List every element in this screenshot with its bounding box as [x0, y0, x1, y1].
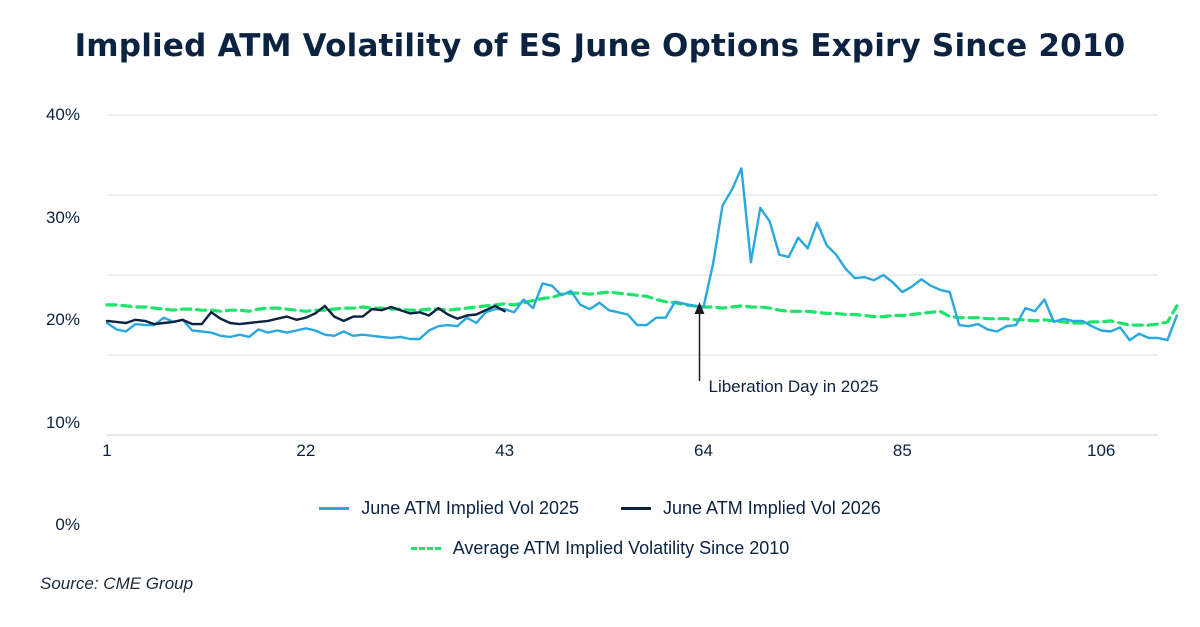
y-tick-label: 10%	[46, 413, 80, 432]
annotation-label: Liberation Day in 2025	[709, 377, 879, 396]
y-tick-label: 0%	[55, 515, 80, 534]
x-tick-label: 64	[694, 441, 713, 460]
x-tick-label: 22	[296, 441, 315, 460]
annotation-arrowhead	[694, 302, 705, 314]
x-tick-label: 106	[1087, 441, 1115, 460]
series-line-2025	[105, 167, 1179, 342]
x-tick-label: 1	[102, 441, 111, 460]
legend-label-2026: June ATM Implied Vol 2026	[663, 498, 881, 518]
legend-label-average: Average ATM Implied Volatility Since 201…	[452, 538, 790, 558]
legend-item-2025: June ATM Implied Vol 2025	[319, 498, 579, 519]
legend-swatch-2026	[621, 507, 651, 510]
legend-swatch-average	[410, 547, 441, 550]
chart-title: Implied ATM Volatility of ES June Option…	[74, 28, 1126, 64]
y-tick-label: 40%	[46, 105, 80, 124]
legend-item-average: Average ATM Implied Volatility Since 201…	[410, 538, 790, 559]
legend-row-1: June ATM Implied Vol 2025 June ATM Impli…	[0, 498, 1200, 519]
y-tick-label: 20%	[46, 310, 80, 329]
legend-swatch-2025	[319, 507, 350, 510]
series-line-average	[105, 290, 1179, 327]
series-line-2026	[105, 304, 506, 326]
source-note: Source: CME Group	[40, 574, 194, 593]
x-tick-label: 43	[495, 441, 514, 460]
y-tick-label: 30%	[46, 208, 80, 227]
x-tick-label: 85	[893, 441, 912, 460]
legend-item-2026: June ATM Implied Vol 2026	[621, 498, 881, 519]
legend-label-2025: June ATM Implied Vol 2025	[361, 498, 579, 518]
legend-row-2: Average ATM Implied Volatility Since 201…	[0, 538, 1200, 559]
